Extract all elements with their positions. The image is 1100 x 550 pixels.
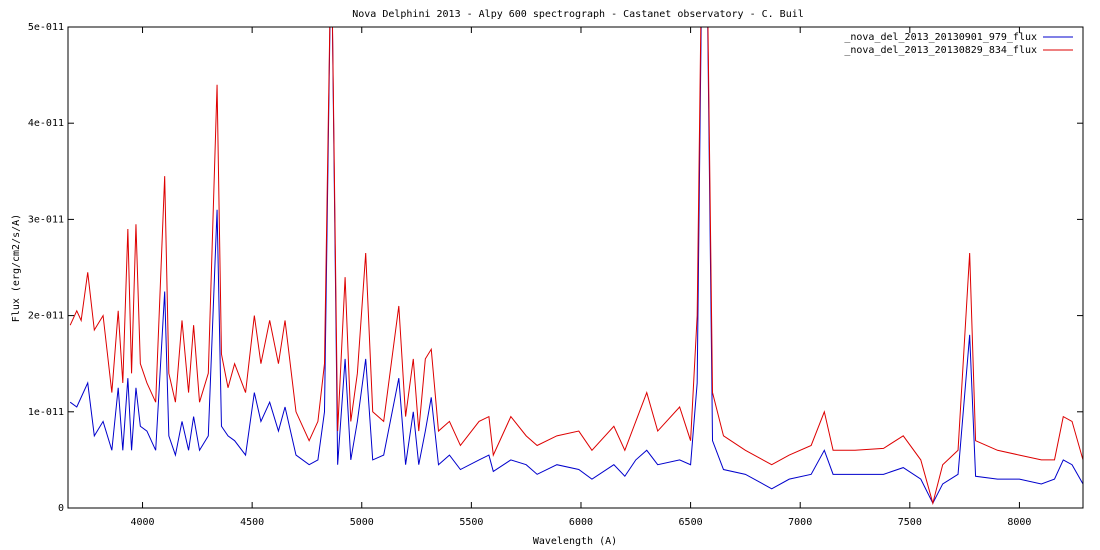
plot-border (67, 26, 1084, 509)
y-tick-label: 0 (58, 503, 64, 514)
x-axis-label: Wavelength (A) (533, 536, 617, 547)
x-tick-label: 5500 (459, 517, 483, 528)
y-tick-label: 1e-011 (28, 407, 64, 418)
legend-label: _nova_del_2013_20130829_834_flux (844, 45, 1037, 56)
y-tick-label: 5e-011 (28, 22, 64, 33)
chart-title: Nova Delphini 2013 - Alpy 600 spectrogra… (352, 9, 804, 20)
x-tick-label: 7500 (898, 517, 922, 528)
x-tick-label: 4000 (130, 517, 154, 528)
x-tick-label: 6500 (679, 517, 703, 528)
x-tick-label: 5000 (350, 517, 374, 528)
plot-area (69, 27, 1083, 506)
y-tick-label: 2e-011 (28, 311, 64, 322)
x-tick-label: 8000 (1007, 517, 1031, 528)
y-tick-label: 4e-011 (28, 118, 64, 129)
legend-label: _nova_del_2013_20130901_979_flux (844, 32, 1037, 43)
y-axis-label: Flux (erg/cm2/s/A) (11, 214, 22, 322)
spectrum-line (69, 27, 1083, 506)
x-tick-label: 4500 (240, 517, 264, 528)
spectrum-line (69, 27, 1083, 505)
x-tick-label: 6000 (569, 517, 593, 528)
y-tick-label: 3e-011 (28, 214, 64, 225)
x-tick-label: 7000 (788, 517, 812, 528)
